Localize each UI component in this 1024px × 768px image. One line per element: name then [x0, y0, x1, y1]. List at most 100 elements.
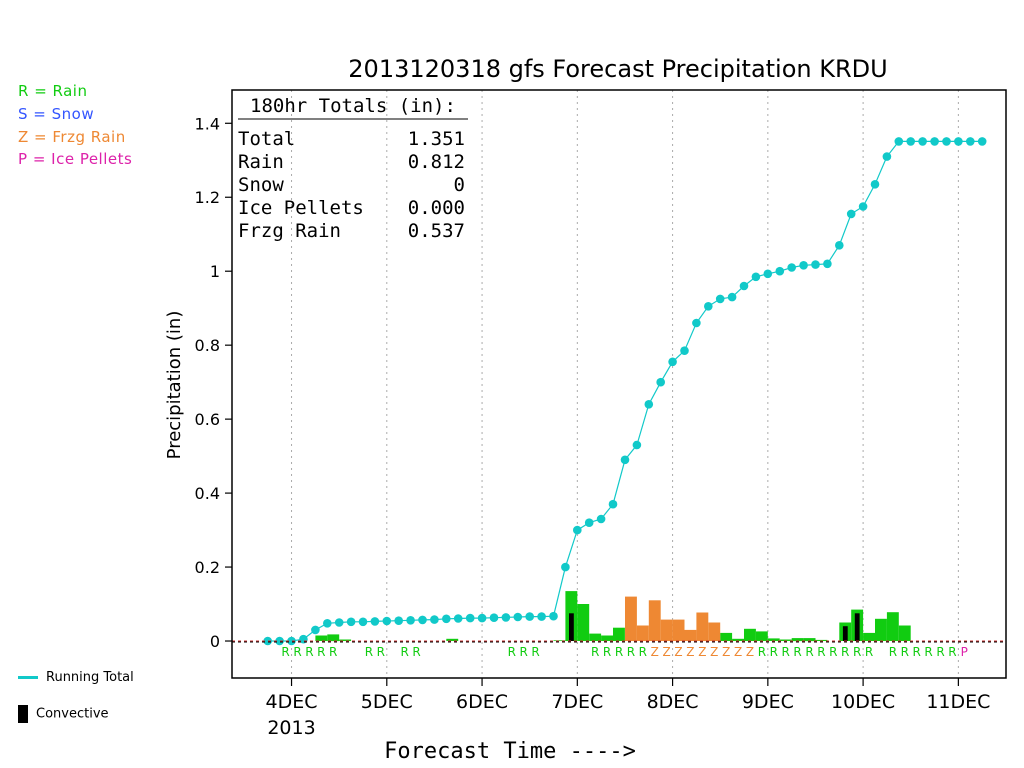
y-tick-label: 1.2	[195, 188, 220, 207]
running-total-point	[727, 292, 737, 302]
convective-label: Convective	[36, 706, 109, 722]
precip-type-label: R	[889, 645, 897, 659]
running-total-point	[406, 616, 415, 625]
running-total-point	[918, 137, 927, 146]
bars-layer	[315, 591, 911, 642]
running-total-point	[823, 259, 832, 269]
totals-row-label: Ice Pellets	[238, 197, 364, 219]
running-total-point	[275, 636, 284, 646]
precip-type-label: Z	[746, 645, 754, 659]
precip-type-label: R	[591, 645, 599, 659]
running-total-swatch	[18, 676, 38, 679]
running-total-point	[334, 618, 344, 627]
precip-type-label: R	[603, 645, 611, 659]
precip-type-label: R	[901, 645, 909, 659]
running-total-point	[930, 137, 939, 146]
running-total-point	[704, 302, 713, 311]
rain-bar	[779, 639, 792, 641]
precip-type-label: R	[853, 645, 861, 659]
running-total-point	[942, 137, 951, 146]
rain-bar	[767, 638, 780, 641]
precip-type-label: R	[317, 645, 325, 659]
precip-type-label: R	[924, 645, 932, 659]
rain-bar	[898, 625, 911, 641]
precip-type-label: R	[829, 645, 837, 659]
running-total-point	[632, 440, 642, 450]
x-tick-label: 6DEC	[456, 691, 508, 713]
x-tick-sublabel: 2013	[267, 717, 315, 739]
running-total-point	[382, 616, 392, 626]
x-tick-label: 9DEC	[742, 691, 794, 713]
y-tick-label: 1	[210, 262, 220, 281]
frzg-rain-bar	[672, 619, 685, 641]
rain-bar	[327, 634, 340, 642]
totals-row-label: Total	[238, 128, 295, 150]
running-total-point	[644, 400, 654, 409]
totals-row-label: Snow	[238, 174, 284, 196]
frzg-rain-bar	[660, 619, 673, 641]
precip-type-label: R	[401, 645, 409, 659]
precip-type-label: Z	[710, 645, 718, 659]
y-tick-label: 0.2	[195, 558, 220, 577]
running-total-point	[287, 636, 296, 646]
frzg-rain-bar	[696, 612, 709, 641]
precip-type-label: P	[961, 645, 968, 659]
running-total-point	[477, 613, 487, 623]
precip-type-label: R	[508, 645, 516, 659]
rain-bar	[744, 628, 756, 641]
running-total-point	[680, 346, 689, 356]
legend-convective: Convective	[18, 705, 109, 723]
frzg-rain-bar	[708, 622, 721, 641]
rain-bar	[589, 633, 602, 641]
running-total-point	[394, 616, 404, 625]
rain-bar	[315, 635, 328, 641]
running-total-point	[465, 613, 475, 623]
x-tick-label: 5DEC	[361, 691, 413, 713]
running-total-point	[870, 180, 880, 189]
running-total-point	[263, 636, 273, 646]
running-total-point	[608, 499, 618, 509]
x-tick-label: 8DEC	[647, 691, 699, 713]
y-axis-label: Precipitation (in)	[164, 311, 185, 460]
running-total-point	[513, 612, 523, 622]
precip-type-label: R	[865, 645, 873, 659]
rain-bar	[446, 638, 459, 641]
legend-ice-pellets: P = Ice Pellets	[18, 150, 133, 168]
running-total-point	[346, 617, 356, 627]
rain-bar	[755, 631, 768, 641]
precip-type-label: Z	[674, 645, 682, 659]
totals-row-value: 0	[454, 174, 465, 196]
frzg-rain-bar	[636, 625, 649, 641]
running-total-point	[584, 518, 594, 527]
precip-type-label: Z	[686, 645, 694, 659]
running-total-point	[453, 614, 463, 623]
running-total-point	[966, 137, 975, 146]
y-tick-label: 0.8	[195, 336, 220, 355]
rain-bar	[339, 639, 352, 641]
convective-bar	[842, 626, 848, 641]
running-total-point	[811, 260, 820, 269]
totals-row-label: Frzg Rain	[238, 220, 341, 242]
rain-bar	[601, 635, 613, 641]
totals-row-value: 1.351	[408, 128, 465, 150]
precip-type-label: Z	[651, 645, 659, 659]
legend-rain: R = Rain	[18, 82, 88, 100]
running-total-point	[846, 209, 856, 219]
rain-bar	[863, 632, 875, 641]
precip-type-label: R	[793, 645, 801, 659]
grid-layer	[291, 90, 959, 678]
precip-type-label: R	[817, 645, 825, 659]
plot-frame	[231, 89, 1007, 679]
precip-type-label: R	[913, 645, 921, 659]
running-total-point	[739, 281, 749, 291]
running-total-point	[358, 617, 368, 627]
precip-type-label: R	[770, 645, 778, 659]
precip-type-label: R	[805, 645, 813, 659]
running-total-point	[537, 612, 546, 621]
totals-box: 180hr Totals (in): Total 1.351 Rain 0.812 Sno…	[238, 95, 468, 242]
x-axis-label: Forecast Time ---->	[384, 739, 636, 764]
precip-type-label: R	[412, 645, 420, 659]
axes-layer	[225, 89, 1007, 686]
precip-type-label: R	[377, 645, 385, 659]
